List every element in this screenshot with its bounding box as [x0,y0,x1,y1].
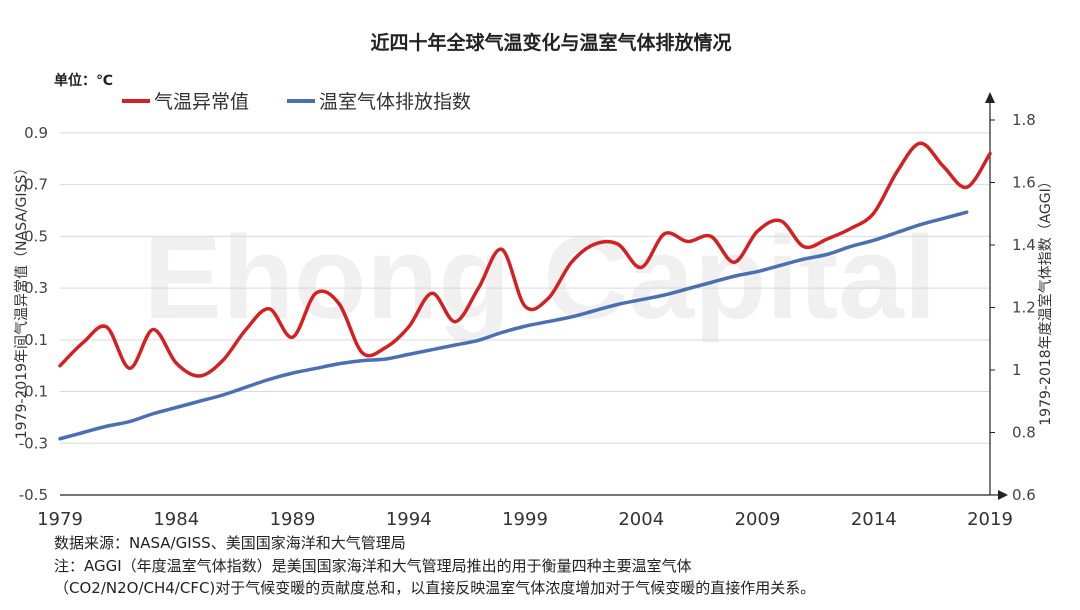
series-line-temperature [58,141,992,378]
y-right-axis-arrow [985,92,995,103]
y-right-tick-label: 1.4 [1012,236,1036,254]
y-right-tick-label: 0.6 [1012,486,1036,504]
tick-labels: -0.5 -0.3 -0.1 0.1 0.3 0.5 0.7 0.9 0.6 0.8 1 1.2 1.4… [19,111,1036,530]
footnote-line-1: 注：AGGI（年度温室气体指数）是美国国家海洋和大气管理局推出的用于衡量四种主要… [54,557,692,575]
y-left-tick-label: -0.5 [19,486,48,504]
x-tick-label: 2009 [735,509,781,530]
x-tick-label: 1989 [270,509,316,530]
x-axis-arrow [998,490,1008,500]
x-tick-label: 2004 [618,509,664,530]
gridlines [60,132,990,444]
x-tick-label: 2019 [967,509,1013,530]
y-left-tick-label: 0.7 [24,176,48,194]
x-tick-label: 1984 [153,509,199,530]
y-right-tick-label: 1.6 [1012,174,1036,192]
chart-title: 近四十年全球气温变化与温室气体排放情况 [370,31,731,54]
y-left-tick-label: 0.3 [24,279,48,297]
y-right-tick-label: 1 [1012,361,1022,379]
y-left-tick-label: 0.9 [24,124,48,142]
x-tick-label: 1994 [386,509,432,530]
y-axis-left-label: 1979-2019年间气温异常值（NASA/GISS） [14,161,30,440]
footnote-line-2: （CO2/N2O/CH4/CFC)对于气候变暖的贡献度总和，以直接反映温室气体浓… [54,579,816,597]
y-right-tick-label: 1.8 [1012,111,1036,129]
series-line-ghg-index [58,210,969,441]
y-right-tick-label: 1.2 [1012,299,1036,317]
legend-label-temperature: 气温异常值 [154,91,249,113]
y-left-tick-label: 0.5 [24,227,48,245]
legend: 气温异常值 温室气体排放指数 [122,91,471,113]
y-axis-right-label: 1979-2018年度温室气体指数（AGGI） [1037,174,1054,425]
y-left-tick-label: -0.3 [19,434,48,452]
x-tick-label: 2014 [851,509,897,530]
legend-label-ghg-index: 温室气体排放指数 [319,91,471,113]
axes [60,92,1008,500]
x-tick-label: 1999 [502,509,548,530]
x-tick-label: 1979 [37,509,83,530]
y-left-tick-label: 0.1 [24,331,48,349]
y-right-tick-label: 0.8 [1012,424,1036,442]
y-left-tick-label: -0.1 [19,383,48,401]
unit-label: 单位：℃ [54,72,113,89]
series-lines [58,141,992,441]
source-note: 数据来源：NASA/GISS、美国国家海洋和大气管理局 [54,534,406,552]
